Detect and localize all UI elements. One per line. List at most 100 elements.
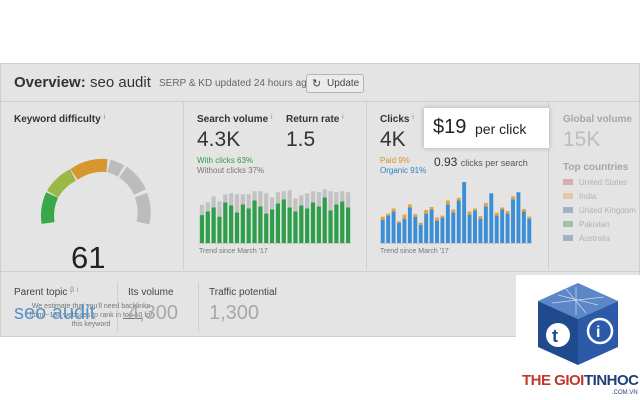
bar-with-clicks <box>340 201 345 243</box>
bar-organic <box>489 193 494 243</box>
bar-with-clicks <box>258 206 263 243</box>
bar-paid <box>456 197 461 201</box>
bar-without-clicks <box>205 202 210 212</box>
clicks-value: 4K <box>380 128 406 151</box>
overview-header: Overview: seo audit SERP & KD updated 24… <box>1 64 639 102</box>
gauge-segment-gray-3 <box>134 192 151 225</box>
kd-note: We estimate that you'll need backlinks f… <box>16 302 166 329</box>
bar-organic <box>473 210 477 243</box>
chart-baseline <box>199 243 351 244</box>
bar-without-clicks <box>246 194 251 209</box>
bar-paid <box>505 211 510 214</box>
bar-paid <box>397 221 401 223</box>
bar-paid <box>440 215 445 218</box>
bar-paid <box>429 206 434 210</box>
gauge-segment-gray-2 <box>119 166 146 196</box>
bar-paid <box>527 216 532 219</box>
flag-icon <box>563 235 573 241</box>
bar-organic <box>440 217 445 243</box>
watermark-logo: t i THE GIOI TINHOC .COM.VN <box>516 275 640 400</box>
bar-paid <box>445 200 450 205</box>
its-volume-value: 4,300 <box>128 302 179 324</box>
search-volume-label: Search volume i <box>197 114 273 125</box>
country-row: Pakistan <box>563 220 636 234</box>
bar-without-clicks <box>240 194 245 205</box>
bar-with-clicks <box>252 200 257 243</box>
bar-with-clicks <box>269 209 275 243</box>
bar-without-clicks <box>234 194 240 213</box>
bar-with-clicks <box>223 202 228 243</box>
kd-label: Keyword difficulty i <box>14 114 106 125</box>
bar-organic <box>483 206 488 243</box>
bar-without-clicks <box>287 190 292 208</box>
cube-logo-icon: t i <box>538 283 618 365</box>
bar-paid <box>391 208 396 212</box>
kd-note-line1: We estimate that you'll need backlinks <box>31 303 151 310</box>
global-volume-card: Global volume 15K Top countries United S… <box>550 102 639 270</box>
bar-with-clicks <box>246 208 251 243</box>
watermark-word1: THE GIOI <box>522 372 584 389</box>
bar-with-clicks <box>322 197 327 243</box>
traffic-potential-label: Traffic potential <box>209 287 277 298</box>
keyword-title: seo audit <box>90 74 151 91</box>
bar-paid <box>418 222 423 225</box>
paid-text: Paid 9% <box>380 156 410 165</box>
bar-paid <box>386 213 391 216</box>
bar-organic <box>467 214 472 243</box>
clicks-per-search: 0.93 clicks per search <box>434 155 528 169</box>
bar-with-clicks <box>334 204 339 243</box>
cpc-per-click: per click <box>475 121 527 137</box>
update-button[interactable]: ↻ Update <box>306 74 364 93</box>
bar-with-clicks <box>199 215 205 243</box>
bar-paid <box>451 209 456 213</box>
bar-without-clicks <box>223 194 228 203</box>
bar-with-clicks <box>287 207 292 243</box>
gauge-segment-gray-1 <box>107 159 125 177</box>
bar-paid <box>402 214 407 219</box>
bar-with-clicks <box>217 216 222 243</box>
bar-paid <box>473 208 477 211</box>
bar-organic <box>527 218 532 243</box>
bar-without-clicks <box>264 193 269 214</box>
bar-with-clicks <box>345 207 351 243</box>
clicks-trend-label: Trend since March '17 <box>380 248 449 255</box>
parent-topic-link[interactable]: seo audit <box>14 302 96 324</box>
bar-without-clicks <box>269 197 275 210</box>
global-volume-label: Global volume <box>563 114 632 125</box>
bar-with-clicks <box>305 208 310 243</box>
bar-paid <box>380 216 385 220</box>
gauge-segment-green <box>41 192 59 224</box>
top10-link[interactable]: top 10 <box>122 312 143 319</box>
return-rate-value: 1.5 <box>286 128 316 151</box>
country-list: United States India United Kingdom Pakis… <box>563 178 636 248</box>
clicks-bar-chart <box>380 182 532 243</box>
divider <box>198 282 199 332</box>
global-volume-value: 15K <box>563 128 601 151</box>
watermark-word2: TINHOC <box>584 372 639 389</box>
bar-without-clicks <box>316 192 321 207</box>
bar-organic <box>413 216 418 243</box>
bar-organic <box>380 219 385 243</box>
bar-organic <box>456 200 461 243</box>
flag-icon <box>563 221 573 227</box>
info-icon: i <box>412 114 414 121</box>
beta-icon: β <box>70 287 75 294</box>
update-button-label: Update <box>327 78 360 89</box>
bar-organic <box>505 213 510 243</box>
bar-without-clicks <box>334 192 339 205</box>
without-clicks-text: Without clicks 37% <box>197 166 265 175</box>
divider <box>117 282 118 332</box>
svg-text:t: t <box>552 326 558 346</box>
bar-paid <box>494 212 499 216</box>
bar-paid <box>500 207 505 210</box>
flag-icon <box>563 179 573 185</box>
refresh-icon: ↻ <box>312 78 322 90</box>
gauge-segment-orange <box>70 158 108 181</box>
updated-status: SERP & KD updated 24 hours ago <box>159 78 313 89</box>
bar-organic <box>451 212 456 243</box>
bar-paid <box>407 204 412 208</box>
bar-with-clicks <box>229 205 234 243</box>
bar-paid <box>467 211 472 215</box>
svg-text:i: i <box>596 324 600 341</box>
